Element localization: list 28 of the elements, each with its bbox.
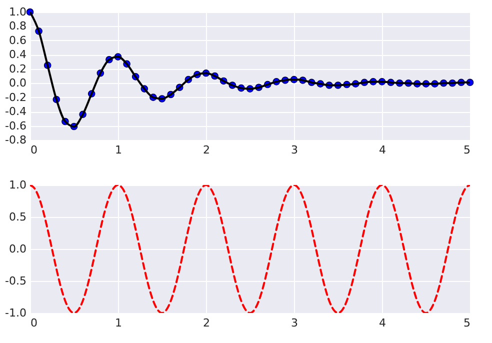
y-tick-label: -0.8 [5,134,26,146]
y-tick-label: 0.5 [9,210,26,224]
y-tick-label: 0.8 [9,20,26,33]
y-tick-label: -0.2 [5,90,26,104]
y-tick-label: 0.0 [9,76,26,90]
x-tick-label: 2 [203,316,210,330]
x-tick-label: 2 [203,144,210,156]
line-series [30,185,470,313]
y-tick-label: 0.0 [9,242,26,256]
x-tick-label: 0 [30,316,38,330]
x-tick-label: 1 [115,316,122,330]
y-tick-label: 1.0 [9,178,26,192]
x-tick-label: 0 [30,144,38,156]
x-tick-label: 4 [379,144,386,156]
x-tick-label: 1 [115,144,122,156]
x-tick-label: 5 [464,316,470,330]
x-tick-label: 3 [291,144,298,156]
y-tick-label: 0.6 [9,34,26,47]
y-tick-label: 0.4 [9,48,26,62]
x-tick-label: 3 [291,316,298,330]
x-tick-label: 4 [379,316,386,330]
y-tick-label: 1.0 [9,6,26,18]
y-tick-label: -1.0 [5,306,26,320]
y-tick-label: -0.6 [5,119,26,132]
y-tick-label: -0.4 [5,105,26,118]
x-tick-label: 5 [464,144,470,156]
y-tick-label: -0.5 [5,274,26,288]
y-tick-label: 0.2 [9,62,26,76]
